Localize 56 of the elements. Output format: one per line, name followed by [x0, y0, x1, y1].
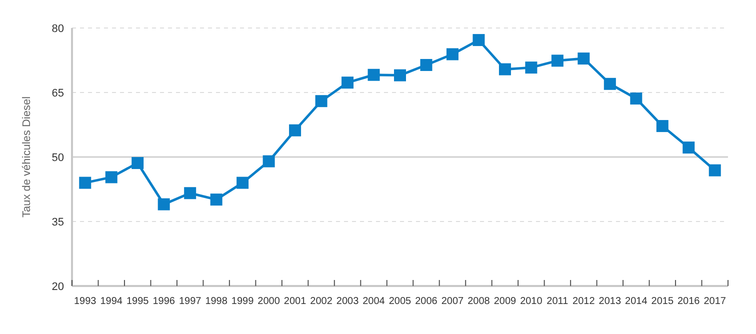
point [79, 176, 92, 189]
x-tick-label: 2006 [415, 296, 438, 307]
x-tick-label: 2011 [546, 296, 569, 307]
point [342, 76, 354, 89]
point [262, 155, 275, 168]
x-tick-label: 2016 [678, 296, 700, 307]
y-tick-label: 65 [52, 87, 64, 100]
point [525, 62, 538, 74]
point [289, 124, 302, 136]
x-tick-label: 2008 [468, 296, 490, 307]
y-axis-title: Taux de véhicules Diesel [21, 96, 33, 218]
point [578, 52, 590, 65]
x-tick-label: 1995 [126, 296, 150, 307]
y-tick-label: 50 [52, 152, 64, 164]
point [656, 120, 668, 132]
x-tick-label: 1998 [205, 296, 228, 307]
x-tick-label: 2010 [520, 296, 543, 307]
x-tick-label: 2001 [284, 296, 307, 307]
x-tick-label: 2007 [441, 296, 464, 307]
x-tick-label: 2013 [598, 296, 622, 307]
point [315, 95, 328, 108]
x-tick-label: 2009 [494, 296, 517, 307]
y-tick-label: 35 [52, 216, 64, 228]
point [132, 157, 144, 170]
point [394, 69, 406, 82]
x-tick-label: 2002 [310, 296, 333, 307]
point [368, 68, 380, 81]
point [682, 142, 695, 154]
point [236, 176, 249, 189]
x-tick-label: 2003 [336, 296, 360, 307]
y-tick-label: 80 [52, 22, 64, 35]
x-tick-label: 2015 [651, 296, 674, 307]
x-tick-label: 1996 [152, 296, 176, 307]
point [604, 78, 616, 90]
point [105, 171, 118, 184]
point [630, 92, 642, 105]
x-tick-label: 2014 [625, 296, 648, 307]
point [472, 34, 485, 46]
point [184, 187, 196, 200]
x-tick-label: 2004 [362, 296, 386, 307]
x-tick-label: 2005 [388, 296, 412, 307]
x-tick-label: 1999 [231, 296, 254, 307]
y-tick-label: 20 [52, 280, 64, 293]
x-tick-label: 1997 [178, 296, 202, 307]
point [498, 63, 511, 76]
point [210, 194, 222, 206]
x-tick-label: 2017 [704, 296, 726, 307]
x-tick-label: 1994 [100, 296, 123, 307]
x-tick-label: 2012 [572, 296, 596, 307]
point [158, 198, 170, 210]
point [708, 164, 721, 176]
x-tick-label: 1993 [74, 296, 97, 307]
point [551, 54, 564, 67]
point [420, 58, 432, 71]
x-tick-label: 2000 [258, 296, 280, 307]
point [446, 48, 458, 60]
